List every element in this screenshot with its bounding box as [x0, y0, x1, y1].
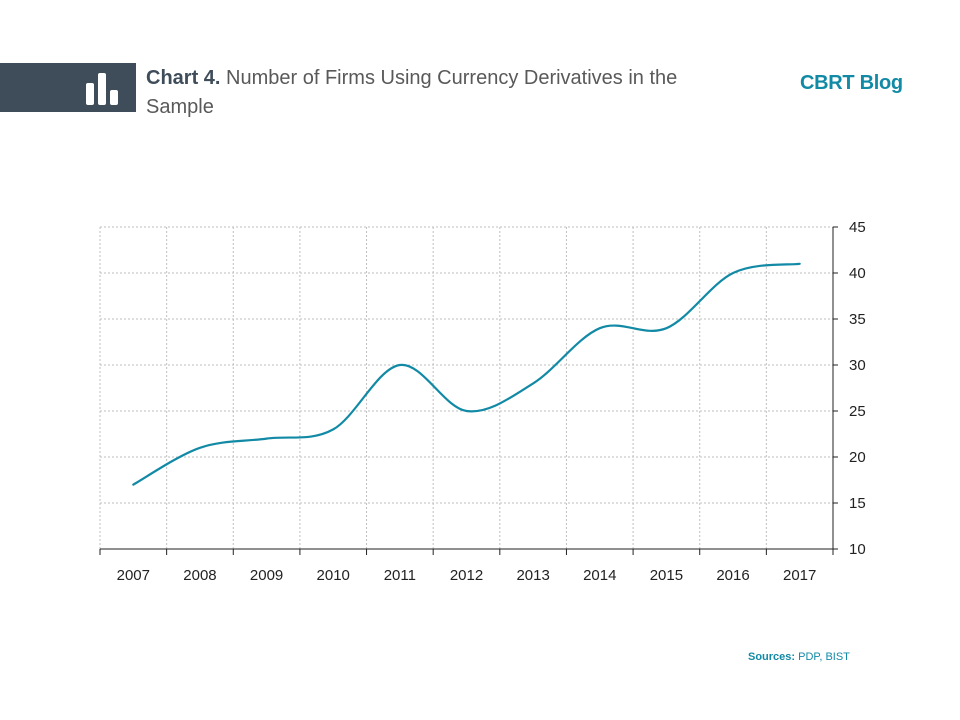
x-tick-label: 2015	[650, 567, 683, 584]
x-tick-label: 2016	[716, 567, 749, 584]
y-tick-label: 40	[849, 265, 866, 282]
chart-label: Chart 4.	[146, 67, 221, 89]
x-tick-label: 2007	[117, 567, 150, 584]
y-tick-label: 20	[849, 449, 866, 466]
x-tick-label: 2008	[183, 567, 216, 584]
source-text: PDP, BIST	[798, 651, 850, 663]
y-tick-label: 35	[849, 311, 866, 328]
x-tick-label: 2009	[250, 567, 283, 584]
source-label: Sources:	[748, 651, 796, 663]
y-tick-label: 45	[849, 219, 866, 236]
x-tick-label: 2010	[317, 567, 350, 584]
x-tick-label: 2011	[384, 567, 416, 584]
x-tick-label: 2014	[583, 567, 616, 584]
source-note: Sources: PDP, BIST	[748, 651, 850, 663]
brand-logo: CBRT Blog	[800, 72, 903, 94]
x-tick-label: 2013	[516, 567, 549, 584]
y-tick-label: 30	[849, 357, 866, 374]
y-tick-label: 15	[849, 495, 866, 512]
bar-chart-icon	[86, 73, 118, 105]
x-tick-label: 2017	[783, 567, 816, 584]
y-tick-label: 25	[849, 403, 866, 420]
series-line	[132, 262, 801, 486]
y-tick-label: 10	[849, 541, 866, 558]
chart-title-text: Number of Firms Using Currency Derivativ…	[146, 67, 678, 118]
chart-title: Chart 4. Number of Firms Using Currency …	[146, 64, 746, 122]
x-tick-label: 2012	[450, 567, 483, 584]
